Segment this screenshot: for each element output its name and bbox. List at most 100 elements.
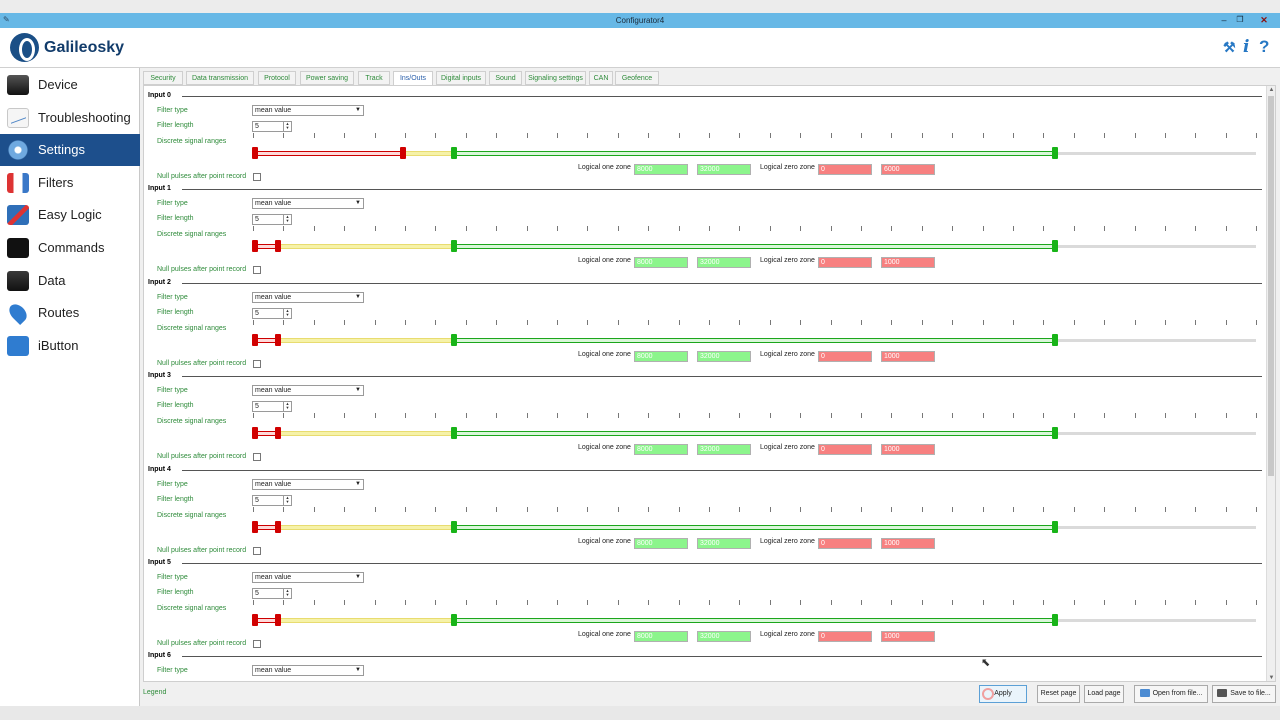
logical-one-to-input[interactable]: 32000 (697, 537, 751, 549)
discrete-range-slider[interactable] (252, 600, 1258, 630)
one-start-handle[interactable] (450, 333, 457, 346)
reset-page-button[interactable]: Reset page (1037, 685, 1080, 703)
logical-zero-from-input[interactable]: 0 (818, 537, 872, 549)
discrete-range-slider[interactable] (252, 319, 1258, 350)
spin-arrows-icon[interactable]: ▲ ▼ (283, 589, 291, 598)
logical-one-from-input[interactable]: 8000 (634, 257, 688, 269)
tab-geofence[interactable]: Geofence (615, 71, 659, 85)
discrete-range-slider[interactable] (252, 133, 1258, 163)
one-start-handle[interactable] (450, 240, 457, 253)
zero-start-handle[interactable] (252, 427, 258, 440)
null-pulses-checkbox[interactable] (253, 546, 261, 555)
discrete-range-slider[interactable] (252, 226, 1258, 256)
zero-end-handle[interactable] (275, 427, 282, 440)
one-start-handle[interactable] (450, 520, 457, 533)
filter-length-spinbox[interactable]: 5 ▲ ▼ (252, 214, 292, 226)
sidebar-item-settings[interactable]: Settings (0, 134, 140, 167)
logical-zero-to-input[interactable]: 1000 (881, 257, 935, 269)
logical-one-to-input[interactable]: 32000 (697, 350, 751, 362)
open-from-file-button[interactable]: Open from file... (1134, 685, 1208, 703)
tab-data-transmission[interactable]: Data transmission (186, 71, 254, 85)
logical-one-from-input[interactable]: 8000 (634, 350, 688, 362)
tab-ins-outs[interactable]: Ins/Outs (393, 71, 433, 86)
logical-zero-from-input[interactable]: 0 (818, 164, 872, 175)
vertical-scrollbar[interactable]: ▲ ▼ (1266, 86, 1275, 681)
logical-zero-from-input[interactable]: 0 (818, 444, 872, 456)
tab-track[interactable]: Track (358, 71, 390, 85)
sidebar-item-data[interactable]: Data (0, 265, 140, 297)
logical-zero-from-input[interactable]: 0 (818, 631, 872, 642)
one-start-handle[interactable] (450, 147, 457, 159)
zero-start-handle[interactable] (252, 520, 258, 533)
null-pulses-checkbox[interactable] (253, 359, 261, 368)
logical-one-to-input[interactable]: 32000 (697, 444, 751, 456)
logical-zero-to-input[interactable]: 1000 (881, 537, 935, 549)
load-page-button[interactable]: Load page (1084, 685, 1124, 703)
save-to-file-button[interactable]: Save to file... (1212, 685, 1276, 703)
sidebar-item-easy-logic[interactable]: Easy Logic (0, 199, 140, 231)
zero-end-handle[interactable] (275, 240, 282, 253)
spin-arrows-icon[interactable]: ▲ ▼ (283, 308, 291, 318)
one-start-handle[interactable] (450, 614, 457, 626)
zero-start-handle[interactable] (252, 240, 258, 253)
filter-length-spinbox[interactable]: 5 ▲ ▼ (252, 307, 292, 319)
filter-length-spinbox[interactable]: 5 ▲ ▼ (252, 121, 292, 132)
logical-one-from-input[interactable]: 8000 (634, 444, 688, 456)
tools-icon[interactable]: ⚒ (1223, 39, 1236, 55)
null-pulses-checkbox[interactable] (253, 640, 261, 648)
filter-type-select[interactable]: mean value ▼ (252, 665, 364, 677)
one-start-handle[interactable] (450, 427, 457, 440)
scroll-thumb[interactable] (1268, 96, 1274, 476)
spin-arrows-icon[interactable]: ▲ ▼ (283, 122, 291, 131)
null-pulses-checkbox[interactable] (253, 453, 261, 462)
one-end-handle[interactable] (1052, 240, 1059, 253)
ins-outs-panel[interactable]: ▲ ▼ Input 0 Filter type mean value ▼ Filter … (143, 85, 1276, 682)
logical-one-from-input[interactable]: 8000 (634, 631, 688, 642)
filter-type-select[interactable]: mean value ▼ (252, 385, 364, 397)
one-end-handle[interactable] (1052, 520, 1059, 533)
minimize-icon[interactable]: – (1221, 15, 1227, 25)
zero-start-handle[interactable] (252, 147, 258, 159)
filter-length-spinbox[interactable]: 5 ▲ ▼ (252, 494, 292, 506)
restore-icon[interactable]: ❐ (1236, 15, 1244, 24)
filter-type-select[interactable]: mean value ▼ (252, 105, 364, 116)
spin-arrows-icon[interactable]: ▲ ▼ (283, 215, 291, 225)
zero-end-handle[interactable] (400, 147, 407, 159)
spin-arrows-icon[interactable]: ▲ ▼ (283, 495, 291, 505)
sidebar-item-device[interactable]: Device (0, 69, 140, 101)
logical-zero-to-input[interactable]: 6000 (881, 164, 935, 175)
zero-end-handle[interactable] (275, 333, 282, 346)
discrete-range-slider[interactable] (252, 506, 1258, 537)
tab-digital-inputs[interactable]: Digital inputs (436, 71, 486, 85)
zero-start-handle[interactable] (252, 614, 258, 626)
logical-one-from-input[interactable]: 8000 (634, 537, 688, 549)
logical-zero-to-input[interactable]: 1000 (881, 631, 935, 642)
sidebar-item-troubleshooting[interactable]: Troubleshooting (0, 102, 140, 134)
filter-type-select[interactable]: mean value ▼ (252, 478, 364, 490)
tab-can[interactable]: CAN (589, 71, 613, 85)
filter-type-select[interactable]: mean value ▼ (252, 291, 364, 303)
sidebar-item-commands[interactable]: Commands (0, 232, 140, 264)
logical-one-from-input[interactable]: 8000 (634, 164, 688, 175)
sidebar-item-routes[interactable]: Routes (0, 297, 140, 329)
spin-arrows-icon[interactable]: ▲ ▼ (283, 402, 291, 412)
one-end-handle[interactable] (1052, 614, 1059, 626)
logical-one-to-input[interactable]: 32000 (697, 631, 751, 642)
null-pulses-checkbox[interactable] (253, 173, 261, 181)
tab-security[interactable]: Security (143, 71, 183, 85)
help-icon[interactable]: ? (1259, 37, 1270, 56)
logical-zero-from-input[interactable]: 0 (818, 257, 872, 269)
filter-type-select[interactable]: mean value ▼ (252, 572, 364, 583)
tab-power-saving[interactable]: Power saving (300, 71, 354, 85)
info-icon[interactable]: i (1243, 37, 1250, 57)
zero-start-handle[interactable] (252, 333, 258, 346)
one-end-handle[interactable] (1052, 427, 1059, 440)
logical-one-to-input[interactable]: 32000 (697, 164, 751, 175)
scroll-up-icon[interactable]: ▲ (1268, 87, 1275, 93)
close-icon[interactable]: ✕ (1260, 15, 1268, 25)
one-end-handle[interactable] (1052, 147, 1059, 159)
tab-protocol[interactable]: Protocol (258, 71, 296, 85)
scroll-down-icon[interactable]: ▼ (1268, 675, 1275, 681)
legend-link[interactable]: Legend (143, 689, 167, 696)
filter-length-spinbox[interactable]: 5 ▲ ▼ (252, 588, 292, 599)
